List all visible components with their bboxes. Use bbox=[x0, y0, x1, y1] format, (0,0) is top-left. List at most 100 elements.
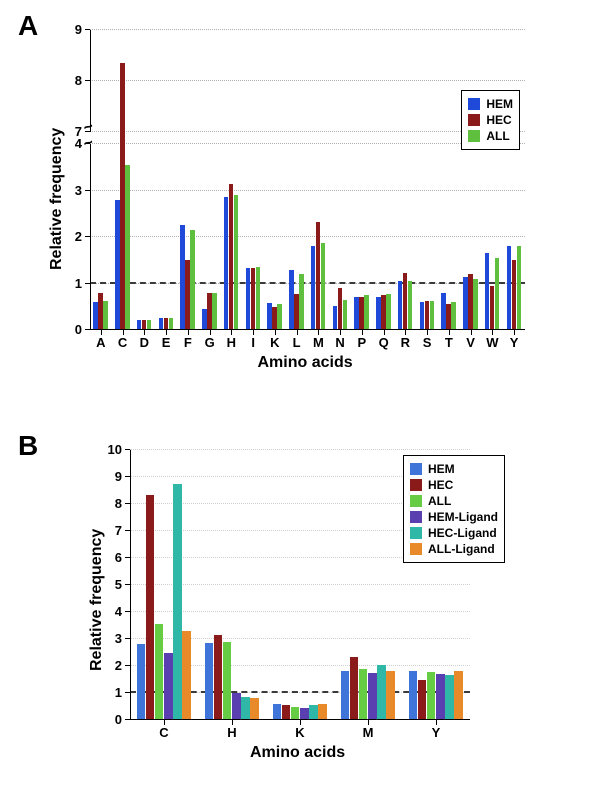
bar bbox=[115, 200, 120, 330]
bar bbox=[267, 303, 272, 330]
bar bbox=[377, 665, 386, 720]
bar bbox=[272, 307, 277, 330]
legend-label: HEM-Ligand bbox=[428, 510, 498, 524]
bar bbox=[386, 294, 391, 330]
legend-item: HEM-Ligand bbox=[410, 510, 498, 524]
x-tick-label: D bbox=[134, 336, 156, 349]
bar bbox=[364, 295, 369, 330]
gridline bbox=[90, 29, 525, 30]
x-tick-label: I bbox=[242, 336, 264, 349]
bar bbox=[425, 301, 430, 330]
bar bbox=[103, 301, 108, 330]
bar bbox=[182, 631, 191, 720]
x-tick-label: P bbox=[351, 336, 373, 349]
y-tick-label: 1 bbox=[62, 277, 82, 290]
legend-swatch bbox=[410, 479, 422, 491]
bar bbox=[441, 293, 446, 330]
bar bbox=[446, 304, 451, 330]
bar bbox=[202, 309, 207, 330]
x-tick-label: M bbox=[334, 726, 402, 739]
legend-swatch bbox=[468, 98, 480, 110]
bar bbox=[277, 304, 282, 330]
legend-item: ALL-Ligand bbox=[410, 542, 498, 556]
x-tick bbox=[300, 720, 301, 725]
bar bbox=[359, 669, 368, 720]
x-tick-label: T bbox=[438, 336, 460, 349]
x-tick bbox=[210, 330, 211, 335]
legend-item: HEM bbox=[468, 97, 513, 111]
x-tick-label: V bbox=[460, 336, 482, 349]
x-tick bbox=[449, 330, 450, 335]
legend-label: ALL bbox=[428, 494, 451, 508]
x-tick bbox=[318, 330, 319, 335]
x-tick-label: G bbox=[199, 336, 221, 349]
y-tick-label: 8 bbox=[62, 74, 82, 87]
panel-a-label: A bbox=[18, 10, 38, 42]
bar bbox=[454, 671, 463, 720]
x-tick bbox=[436, 720, 437, 725]
legend-swatch bbox=[410, 527, 422, 539]
bar bbox=[180, 225, 185, 330]
bar bbox=[146, 495, 155, 720]
legend-item: HEC-Ligand bbox=[410, 526, 498, 540]
y-tick-label: 8 bbox=[102, 497, 122, 510]
bar bbox=[368, 673, 377, 720]
panel-b-xlabel: Amino acids bbox=[250, 744, 345, 762]
x-tick bbox=[340, 330, 341, 335]
bar bbox=[229, 184, 234, 330]
gridline bbox=[90, 143, 525, 144]
bar bbox=[350, 657, 359, 720]
bar bbox=[436, 674, 445, 720]
bar bbox=[291, 707, 300, 721]
x-axis bbox=[90, 329, 525, 330]
bar bbox=[214, 635, 223, 720]
bar bbox=[420, 302, 425, 330]
bar bbox=[338, 288, 343, 330]
x-tick bbox=[514, 330, 515, 335]
bar bbox=[137, 644, 146, 720]
x-axis bbox=[130, 719, 470, 720]
bar bbox=[333, 306, 338, 330]
x-tick-label: K bbox=[264, 336, 286, 349]
x-tick-label: W bbox=[482, 336, 504, 349]
x-tick bbox=[471, 330, 472, 335]
x-tick-label: E bbox=[155, 336, 177, 349]
panel-a-legend: HEM HEC ALL bbox=[461, 90, 520, 150]
bar bbox=[381, 295, 386, 330]
x-tick bbox=[123, 330, 124, 335]
legend-label: HEC bbox=[486, 113, 511, 127]
legend-label: ALL bbox=[486, 129, 509, 143]
bar bbox=[173, 484, 182, 720]
legend-label: HEM bbox=[428, 462, 455, 476]
bar bbox=[445, 675, 454, 720]
bar bbox=[250, 698, 259, 720]
x-tick bbox=[492, 330, 493, 335]
bar bbox=[164, 653, 173, 721]
legend-swatch bbox=[410, 463, 422, 475]
x-tick bbox=[166, 330, 167, 335]
bar bbox=[256, 267, 261, 330]
panel-a-xlabel: Amino acids bbox=[258, 354, 353, 372]
bar bbox=[155, 624, 164, 720]
y-tick-label: 9 bbox=[62, 23, 82, 36]
bar bbox=[246, 268, 251, 330]
legend-label: ALL-Ligand bbox=[428, 542, 495, 556]
x-tick-label: F bbox=[177, 336, 199, 349]
x-tick-label: H bbox=[198, 726, 266, 739]
y-tick-label: 10 bbox=[102, 443, 122, 456]
legend-label: HEC bbox=[428, 478, 453, 492]
bar bbox=[309, 705, 318, 720]
bar bbox=[299, 274, 304, 330]
y-tick-label: 0 bbox=[62, 323, 82, 336]
legend-swatch bbox=[468, 114, 480, 126]
x-tick-label: K bbox=[266, 726, 334, 739]
x-tick-label: H bbox=[221, 336, 243, 349]
bar bbox=[120, 63, 125, 330]
bar bbox=[473, 279, 478, 330]
bar bbox=[376, 297, 381, 330]
y-tick-label: 0 bbox=[102, 713, 122, 726]
x-tick-label: M bbox=[308, 336, 330, 349]
panel-b-label: B bbox=[18, 430, 38, 462]
legend-swatch bbox=[410, 543, 422, 555]
y-tick-label: 9 bbox=[102, 470, 122, 483]
